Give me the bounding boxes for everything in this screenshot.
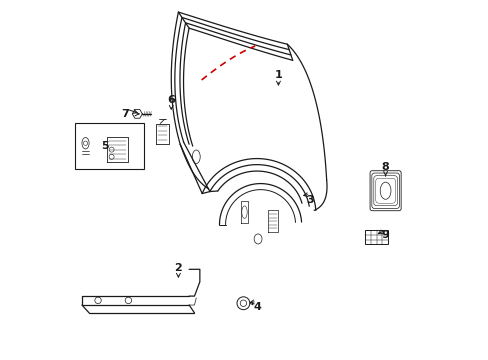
Text: 6: 6 bbox=[167, 95, 175, 105]
Text: 7: 7 bbox=[121, 109, 128, 119]
Text: 4: 4 bbox=[253, 302, 261, 312]
Text: 3: 3 bbox=[306, 195, 314, 204]
Text: 9: 9 bbox=[381, 230, 389, 240]
Text: 1: 1 bbox=[274, 69, 282, 80]
Text: 2: 2 bbox=[174, 262, 182, 273]
Text: 8: 8 bbox=[381, 162, 388, 172]
Text: 5: 5 bbox=[101, 141, 109, 151]
